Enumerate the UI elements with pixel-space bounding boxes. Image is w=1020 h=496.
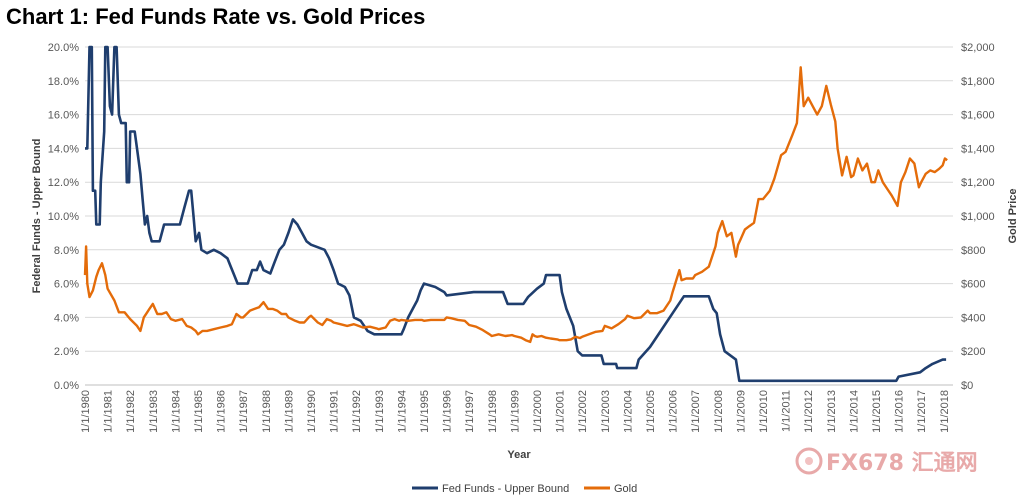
x-tick: 1/1/1991 [329,390,341,433]
watermark: FX678 汇通网 [795,447,978,476]
y-tick-right: $0 [961,380,973,392]
legend-label-gold: Gold [614,483,637,495]
watermark-logo-icon [795,447,823,475]
x-tick: 1/1/2010 [758,390,770,433]
y-tick-right: $600 [961,279,985,291]
y-tick-left: 18.0% [48,76,79,88]
y-tick-left: 8.0% [54,245,79,257]
x-tick: 1/1/1985 [193,390,205,433]
y-tick-left: 10.0% [48,211,79,223]
x-tick: 1/1/1987 [238,390,250,433]
watermark-logo-dot-icon [805,457,813,465]
x-tick: 1/1/1995 [419,390,431,433]
y-tick-left: 20.0% [48,42,79,54]
x-tick: 1/1/2016 [894,390,906,433]
chart-title: Chart 1: Fed Funds Rate vs. Gold Prices [6,4,426,29]
gridlines [85,46,953,386]
x-tick: 1/1/1989 [283,390,295,433]
x-axis-ticks: 1/1/1980 1/1/1981 1/1/1982 1/1/1983 1/1/1984… [80,390,951,433]
y-tick-right: $400 [961,312,985,324]
x-tick: 1/1/2017 [916,390,928,433]
x-tick: 1/1/2007 [690,390,702,433]
x-tick: 1/1/2008 [713,390,725,433]
x-tick: 1/1/2006 [668,390,680,433]
y-tick-right: $1,200 [961,177,995,189]
fed-funds-line [85,45,947,383]
y-tick-right: $1,800 [961,76,995,88]
y-tick-right: $800 [961,245,985,257]
y-tick-left: 6.0% [54,279,79,291]
y-axis-right-title: Gold Price [1007,188,1019,243]
x-tick: 1/1/1984 [170,390,182,433]
x-tick: 1/1/1996 [442,390,454,433]
x-tick: 1/1/1992 [351,390,363,433]
x-tick: 1/1/1988 [261,390,273,433]
x-tick: 1/1/1980 [80,390,92,433]
x-tick: 1/1/1993 [374,390,386,433]
x-tick: 1/1/2014 [848,390,860,433]
watermark-text: FX678 汇通网 [826,451,978,476]
y-tick-left: 2.0% [54,346,79,358]
gold-price-line [83,66,948,344]
legend: Fed Funds - Upper Bound Gold [412,483,637,495]
x-tick: 1/1/1998 [487,390,499,433]
y-axis-right-ticks: $0 $200 $400 $600 $800 $1,000 $1,200 $1,400 $1,6… [961,42,995,392]
x-tick: 1/1/2001 [555,390,567,433]
x-tick: 1/1/2009 [735,390,747,433]
x-tick: 1/1/2018 [939,390,951,433]
x-tick: 1/1/2005 [645,390,657,433]
x-tick: 1/1/2013 [826,390,838,433]
x-tick: 1/1/2015 [871,390,883,433]
y-axis-left-title: Federal Funds - Upper Bound [31,139,43,294]
x-tick: 1/1/1994 [396,390,408,433]
x-tick: 1/1/1981 [103,390,115,433]
y-tick-right: $1,600 [961,110,995,122]
x-axis-title: Year [507,449,531,461]
y-tick-right: $200 [961,346,985,358]
y-tick-right: $1,400 [961,143,995,155]
y-axis-left-ticks: 0.0% 2.0% 4.0% 6.0% 8.0% 10.0% 12.0% 14.0% 16.0%… [48,42,79,392]
y-tick-right: $1,000 [961,211,995,223]
x-tick: 1/1/2003 [600,390,612,433]
x-tick: 1/1/2011 [781,390,793,432]
y-tick-left: 12.0% [48,177,79,189]
x-tick: 1/1/1990 [306,390,318,433]
x-tick: 1/1/1983 [148,390,160,433]
y-tick-left: 14.0% [48,143,79,155]
x-tick: 1/1/2004 [622,390,634,433]
y-tick-left: 16.0% [48,110,79,122]
x-tick: 1/1/1997 [464,390,476,433]
x-tick: 1/1/2012 [803,390,815,433]
y-tick-right: $2,000 [961,42,995,54]
x-tick: 1/1/2002 [577,390,589,433]
x-tick: 1/1/1986 [216,390,228,433]
x-tick: 1/1/2000 [532,390,544,433]
y-tick-left: 0.0% [54,380,79,392]
series-lines [83,45,948,383]
x-tick: 1/1/1982 [125,390,137,433]
x-tick: 1/1/1999 [509,390,521,433]
legend-label-fed-funds: Fed Funds - Upper Bound [442,483,569,495]
y-tick-left: 4.0% [54,312,79,324]
